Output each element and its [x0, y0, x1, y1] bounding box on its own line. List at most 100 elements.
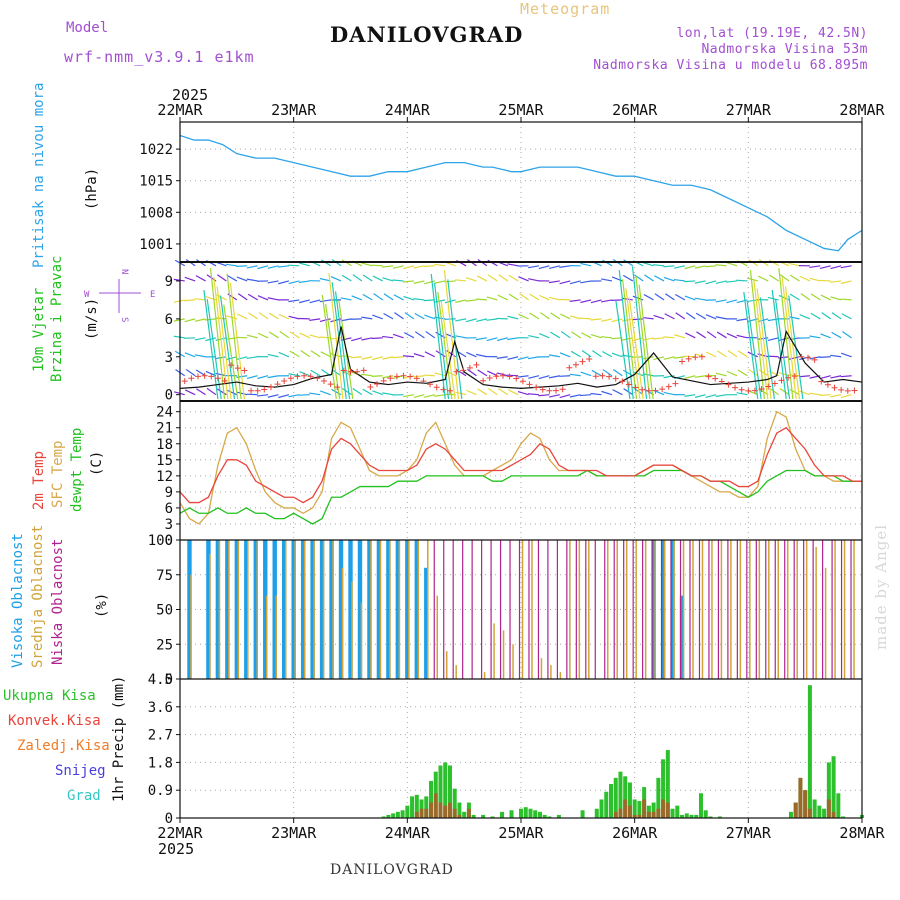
precip-total-bar [414, 794, 419, 818]
station-title: DANILOVGRAD [330, 22, 524, 47]
wind-vector [570, 350, 581, 358]
wind-vector [519, 293, 529, 301]
wind-vector [726, 370, 738, 377]
wind-vector [830, 394, 842, 398]
wind-vector [809, 335, 821, 339]
wind-vector [392, 333, 404, 339]
wind-vector [642, 262, 654, 267]
cloud-high-title: Visoka Oblacnost [10, 533, 26, 668]
wind-vector [424, 351, 436, 358]
year-label-top: 2025 [172, 86, 208, 104]
precip-total-bar [788, 811, 793, 818]
cloud-high-bar [651, 540, 656, 679]
precip-total-bar [509, 810, 514, 818]
temperature-tick-label: 0 [165, 533, 173, 549]
wind-vector [194, 354, 206, 358]
wind-vector [258, 312, 269, 320]
wind-vector [810, 293, 821, 301]
wind-gust-marker [407, 373, 414, 380]
wind-gust-vector [325, 304, 341, 400]
wind-vector [831, 331, 842, 339]
wind-vector [548, 354, 560, 358]
cloud-tick-label: 25 [156, 637, 173, 653]
wind-vector [383, 293, 394, 301]
wind-vector [309, 299, 321, 304]
wind-vector [517, 391, 529, 396]
wind-vector [842, 331, 852, 339]
wind-vector [621, 337, 633, 341]
pressure-tick-label: 1008 [139, 205, 173, 221]
wind-vector [267, 265, 279, 269]
wind-vector [529, 293, 540, 301]
precip-total-bar [665, 750, 670, 818]
wind-vector [288, 394, 300, 398]
wind-vector [643, 294, 654, 301]
wind-vector [246, 334, 258, 339]
precip-conv-bar [665, 802, 670, 818]
pressure-unit: (hPa) [84, 168, 100, 210]
wind-gust-marker [732, 384, 739, 391]
wind-vector [403, 265, 415, 270]
wind-vector [663, 336, 675, 339]
wind-vector [299, 371, 310, 377]
wind-vector [475, 298, 487, 301]
wind-gust-marker [738, 386, 745, 393]
wind-vector [320, 351, 331, 358]
wind-gust-vector [334, 291, 351, 400]
wind-vector [800, 293, 811, 301]
cloud-tick-label: 75 [156, 568, 173, 584]
wind-gust-marker [393, 373, 400, 380]
wind-vector [341, 274, 352, 282]
precip-conv-bar [803, 790, 808, 818]
wind-title-2: Brzina i Pravac [49, 256, 65, 382]
wind-vector [580, 394, 592, 397]
wind-gust-marker [433, 384, 440, 391]
wind-vector [467, 368, 477, 377]
wind-gust-marker [572, 361, 579, 368]
chart-frame [179, 121, 863, 819]
wind-gust-marker [851, 387, 858, 394]
wind-gust-vector [753, 279, 769, 400]
precip-conv-bar [452, 808, 457, 818]
wind-gust-marker [374, 380, 381, 387]
wind-gust-vector [331, 282, 347, 400]
wind-gust-marker [771, 380, 778, 387]
pressure-tick-label: 1001 [139, 237, 173, 253]
wind-vector [508, 274, 519, 282]
wind-vector [413, 394, 425, 399]
wind-vector [727, 349, 738, 358]
wind-vector [799, 390, 811, 396]
precip-total-bar [490, 816, 495, 818]
precip-total-bar [386, 814, 391, 818]
wind-gust-marker [612, 375, 619, 382]
wind-vector [830, 354, 842, 358]
wind-gust-marker [347, 368, 354, 375]
wind-vector [736, 279, 748, 282]
product-title: Meteogram [520, 0, 611, 18]
wind-vector [694, 280, 706, 284]
precip-total-bar [391, 813, 396, 818]
pressure-tick-label: 1015 [139, 174, 173, 190]
wind-vector [246, 265, 258, 269]
precip-conv-bar [466, 808, 471, 818]
wind-vector [267, 297, 279, 301]
precip-total-bar [400, 810, 405, 818]
wind-vector [726, 262, 738, 267]
wind-vector [819, 356, 831, 359]
wind-vector [382, 277, 394, 282]
wind-vector [382, 392, 394, 396]
wind-gust-marker [453, 368, 460, 375]
precip-conv-bar [826, 799, 831, 818]
wind-gust-marker [506, 373, 513, 380]
precip-total-bar [443, 762, 448, 818]
wind-gust-vector [321, 294, 337, 400]
wind-vector [789, 274, 800, 282]
cloud-high-bar [338, 540, 344, 679]
wind-vector [716, 350, 727, 358]
wind-vector [674, 334, 686, 339]
wind-gust-marker [619, 378, 626, 385]
wind-vector [382, 335, 394, 339]
wind-vector [809, 277, 821, 282]
pressure-title: Pritisak na nivou mora [31, 83, 47, 268]
wind-vector [267, 375, 279, 379]
